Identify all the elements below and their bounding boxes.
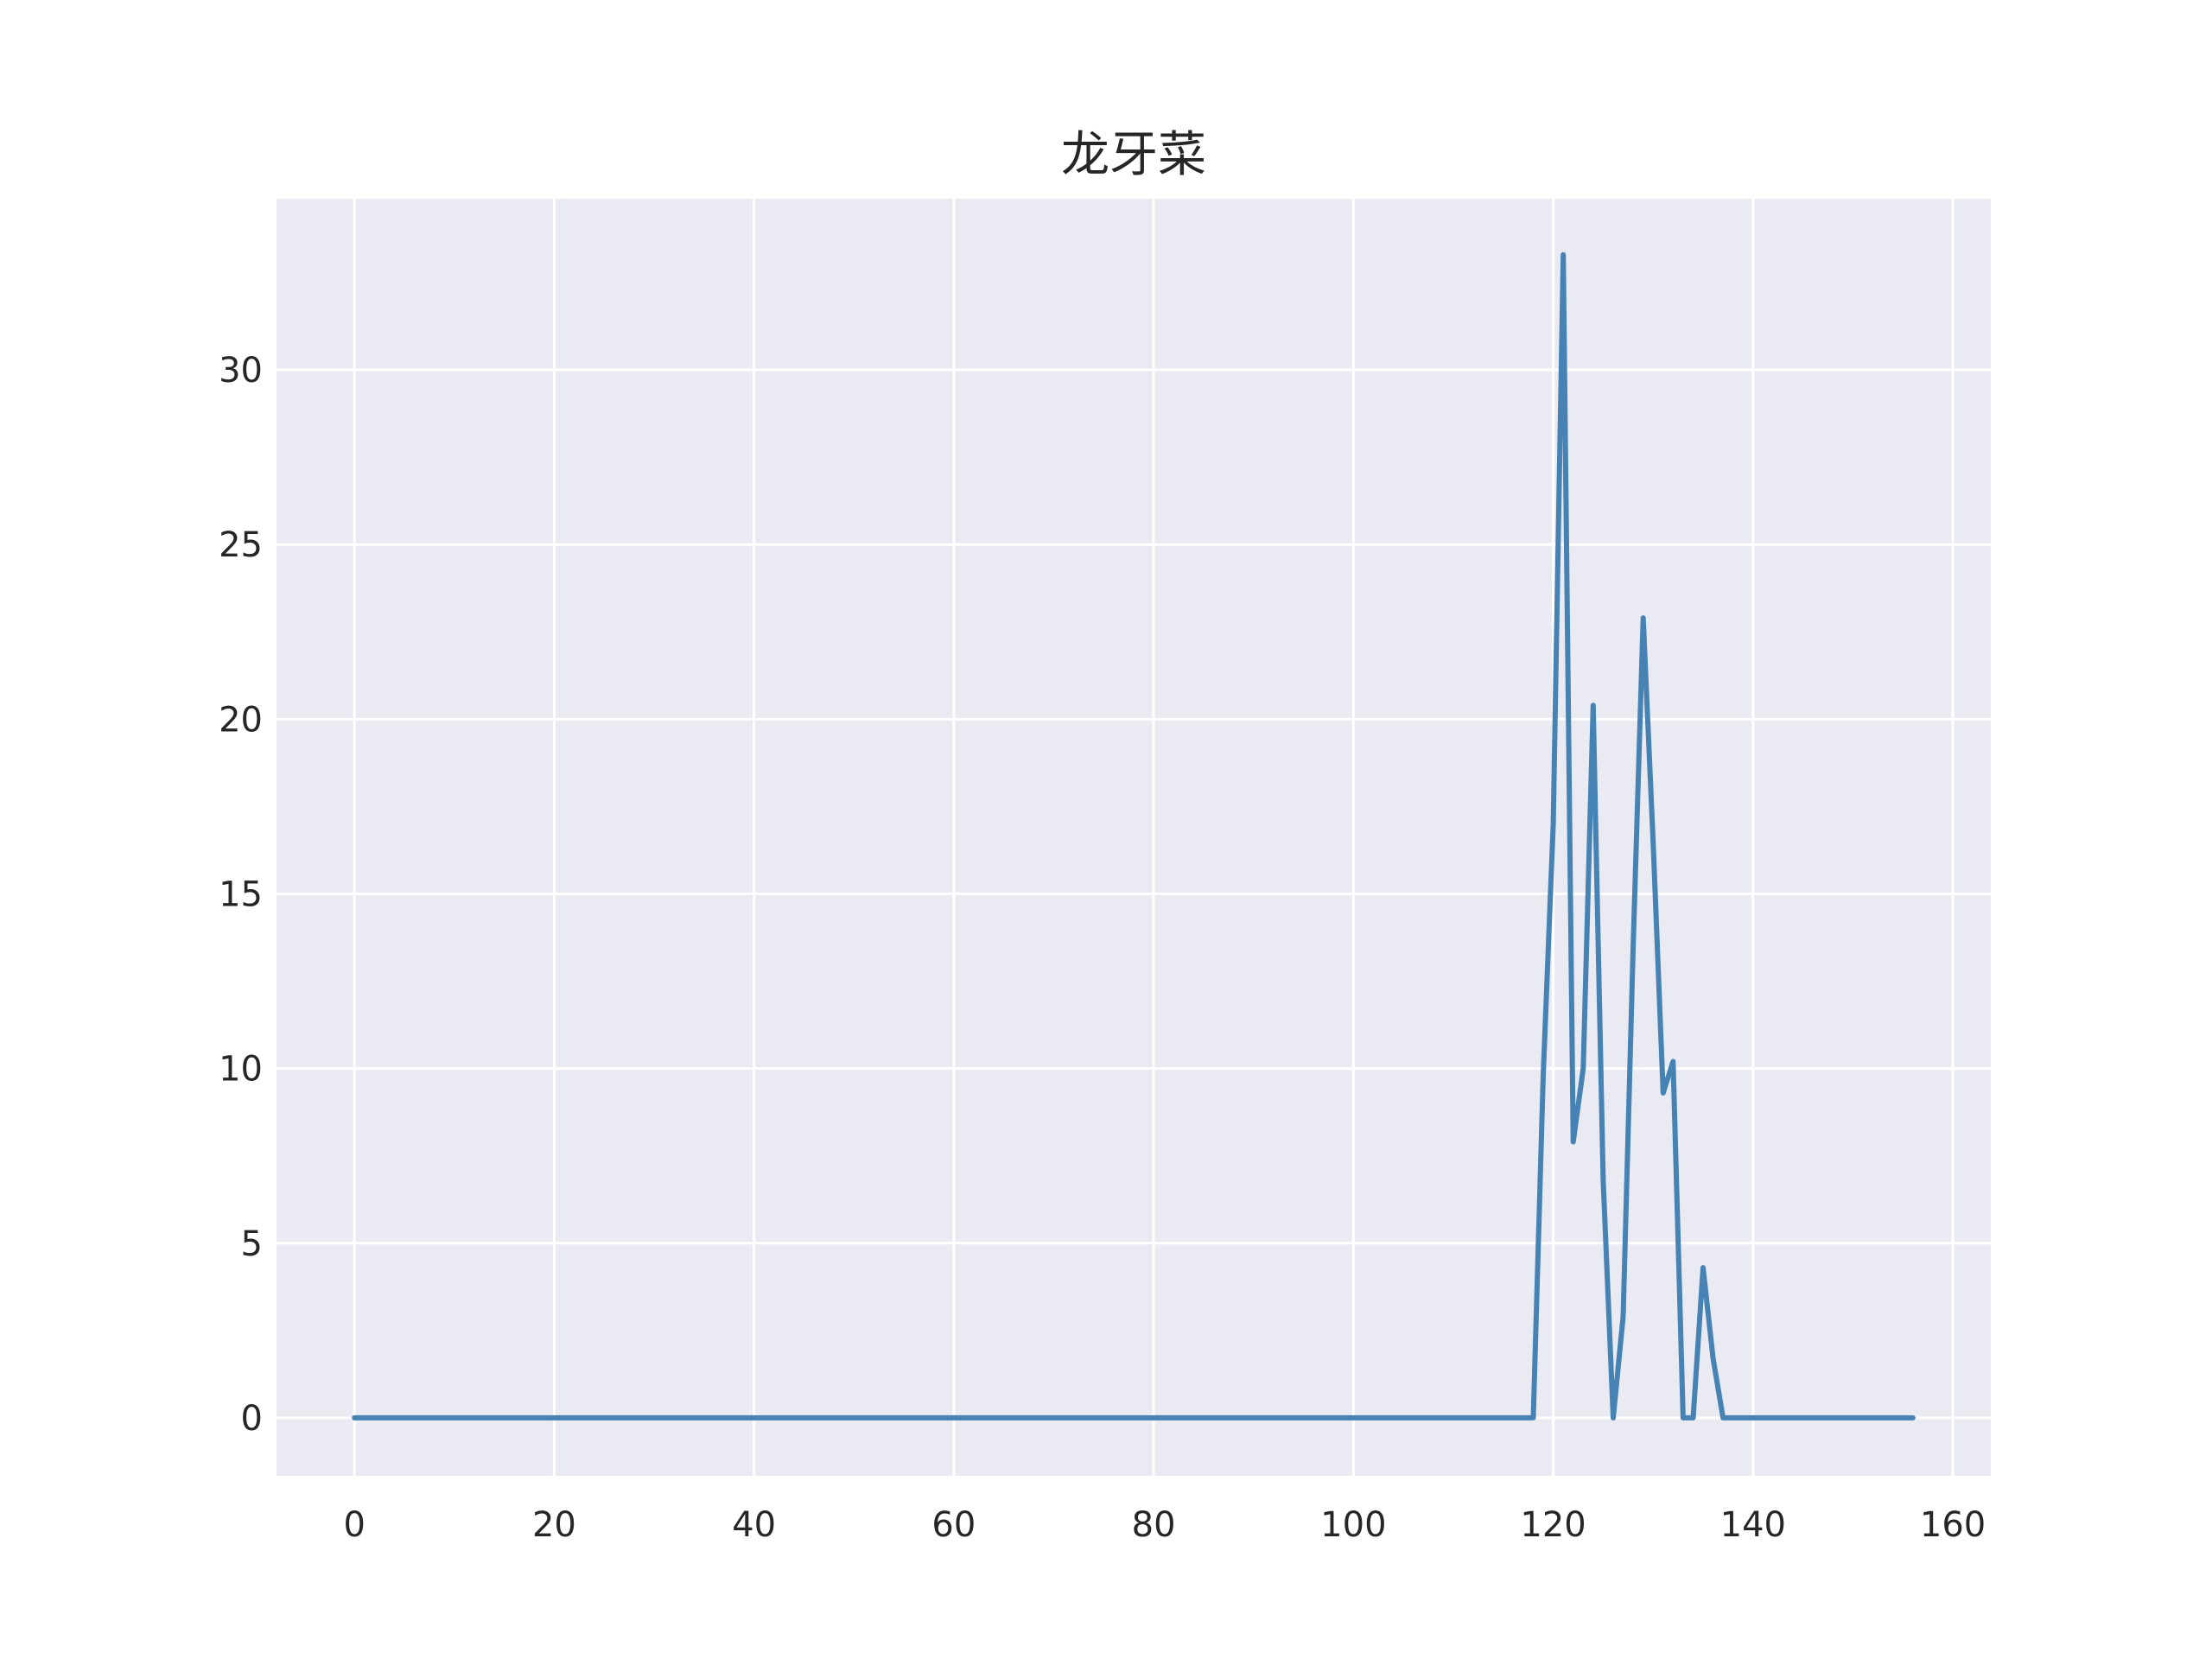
y-tick-labels: 0 5 10 15 20 25 30 <box>219 351 263 1439</box>
x-tick-label: 100 <box>1320 1505 1386 1545</box>
x-tick-label: 0 <box>343 1505 365 1545</box>
plot-area <box>276 199 1991 1476</box>
x-tick-label: 40 <box>732 1505 776 1545</box>
chart-title: 龙牙菜 <box>1061 127 1206 183</box>
y-gridlines <box>276 368 1991 1420</box>
x-tick-label: 60 <box>931 1505 976 1545</box>
x-tick-label: 140 <box>1720 1505 1786 1545</box>
y-tick-label: 10 <box>219 1050 263 1090</box>
y-tick-label: 25 <box>219 525 263 565</box>
y-tick-label: 0 <box>241 1399 263 1439</box>
x-tick-label: 20 <box>532 1505 576 1545</box>
series-line <box>352 251 1916 1421</box>
y-tick-label: 20 <box>219 700 263 740</box>
y-tick-label: 5 <box>241 1224 263 1264</box>
x-tick-label: 160 <box>1920 1505 1986 1545</box>
y-tick-label: 30 <box>219 351 263 391</box>
x-tick-labels: 0 20 40 60 80 100 120 140 160 <box>343 1505 1986 1545</box>
x-tick-label: 80 <box>1132 1505 1176 1545</box>
x-tick-label: 120 <box>1520 1505 1586 1545</box>
y-tick-label: 15 <box>219 874 263 914</box>
x-gridlines <box>353 199 1955 1476</box>
